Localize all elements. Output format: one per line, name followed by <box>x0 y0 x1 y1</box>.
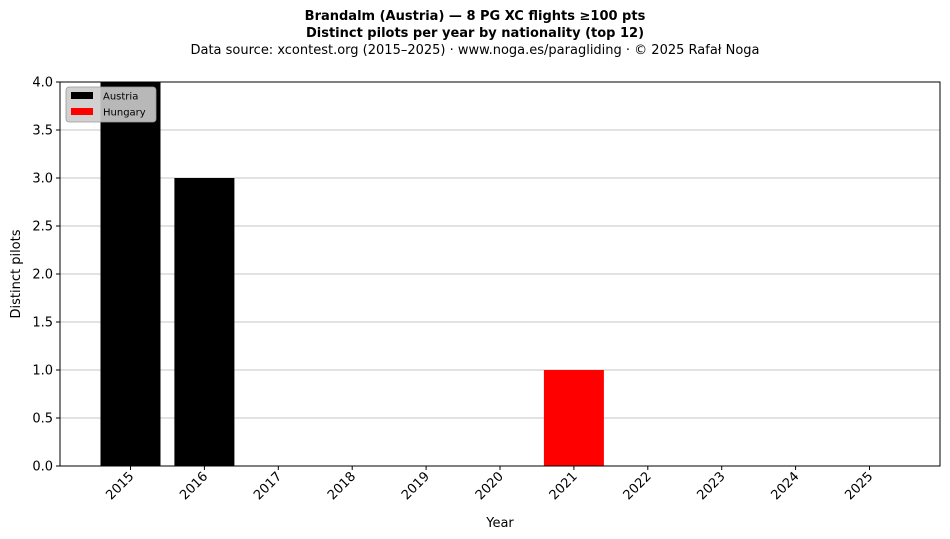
bar-austria-2015 <box>100 82 161 466</box>
x-tick-label: 2020 <box>473 469 507 503</box>
y-tick-label: 1.0 <box>32 364 53 379</box>
legend-label-austria: Austria <box>103 92 138 103</box>
x-tick-label: 2017 <box>251 469 285 503</box>
chart-title: Brandalm (Austria) — 8 PG XC flights ≥10… <box>304 9 646 24</box>
title-block: Brandalm (Austria) — 8 PG XC flights ≥10… <box>0 8 950 59</box>
y-tick-label: 3.5 <box>32 124 53 139</box>
bar-hungary-2021 <box>543 370 604 466</box>
legend-swatch-hungary <box>71 108 93 115</box>
x-tick-label: 2016 <box>177 469 211 503</box>
y-tick-label: 2.0 <box>32 268 53 283</box>
x-tick-label: 2024 <box>768 469 802 503</box>
x-tick-label: 2022 <box>621 469 655 503</box>
chart-subtitle: Distinct pilots per year by nationality … <box>305 26 645 41</box>
x-tick-label: 2023 <box>695 469 729 503</box>
y-axis-label: Distinct pilots <box>9 229 24 318</box>
x-tick-label: 2025 <box>842 469 876 503</box>
y-tick-label: 4.0 <box>32 76 53 91</box>
legend: Austria Hungary <box>65 86 157 123</box>
x-axis-label: Year <box>485 516 514 531</box>
x-tick-label: 2018 <box>325 469 359 503</box>
legend-label-hungary: Hungary <box>103 108 146 119</box>
y-tick-label: 3.0 <box>32 172 53 187</box>
x-tick-label: 2015 <box>103 469 137 503</box>
y-tick-label: 0.5 <box>32 412 53 427</box>
x-tick-label: 2019 <box>399 469 433 503</box>
y-tick-label: 1.5 <box>32 316 53 331</box>
data-source-note: Data source: xcontest.org (2015–2025) · … <box>190 43 760 58</box>
y-tick-label: 2.5 <box>32 220 53 235</box>
x-tick-label: 2021 <box>547 469 581 503</box>
y-tick-label: 0.0 <box>32 460 53 475</box>
bars <box>100 82 604 466</box>
bar-austria-2016 <box>174 178 235 466</box>
legend-swatch-austria <box>71 92 93 99</box>
